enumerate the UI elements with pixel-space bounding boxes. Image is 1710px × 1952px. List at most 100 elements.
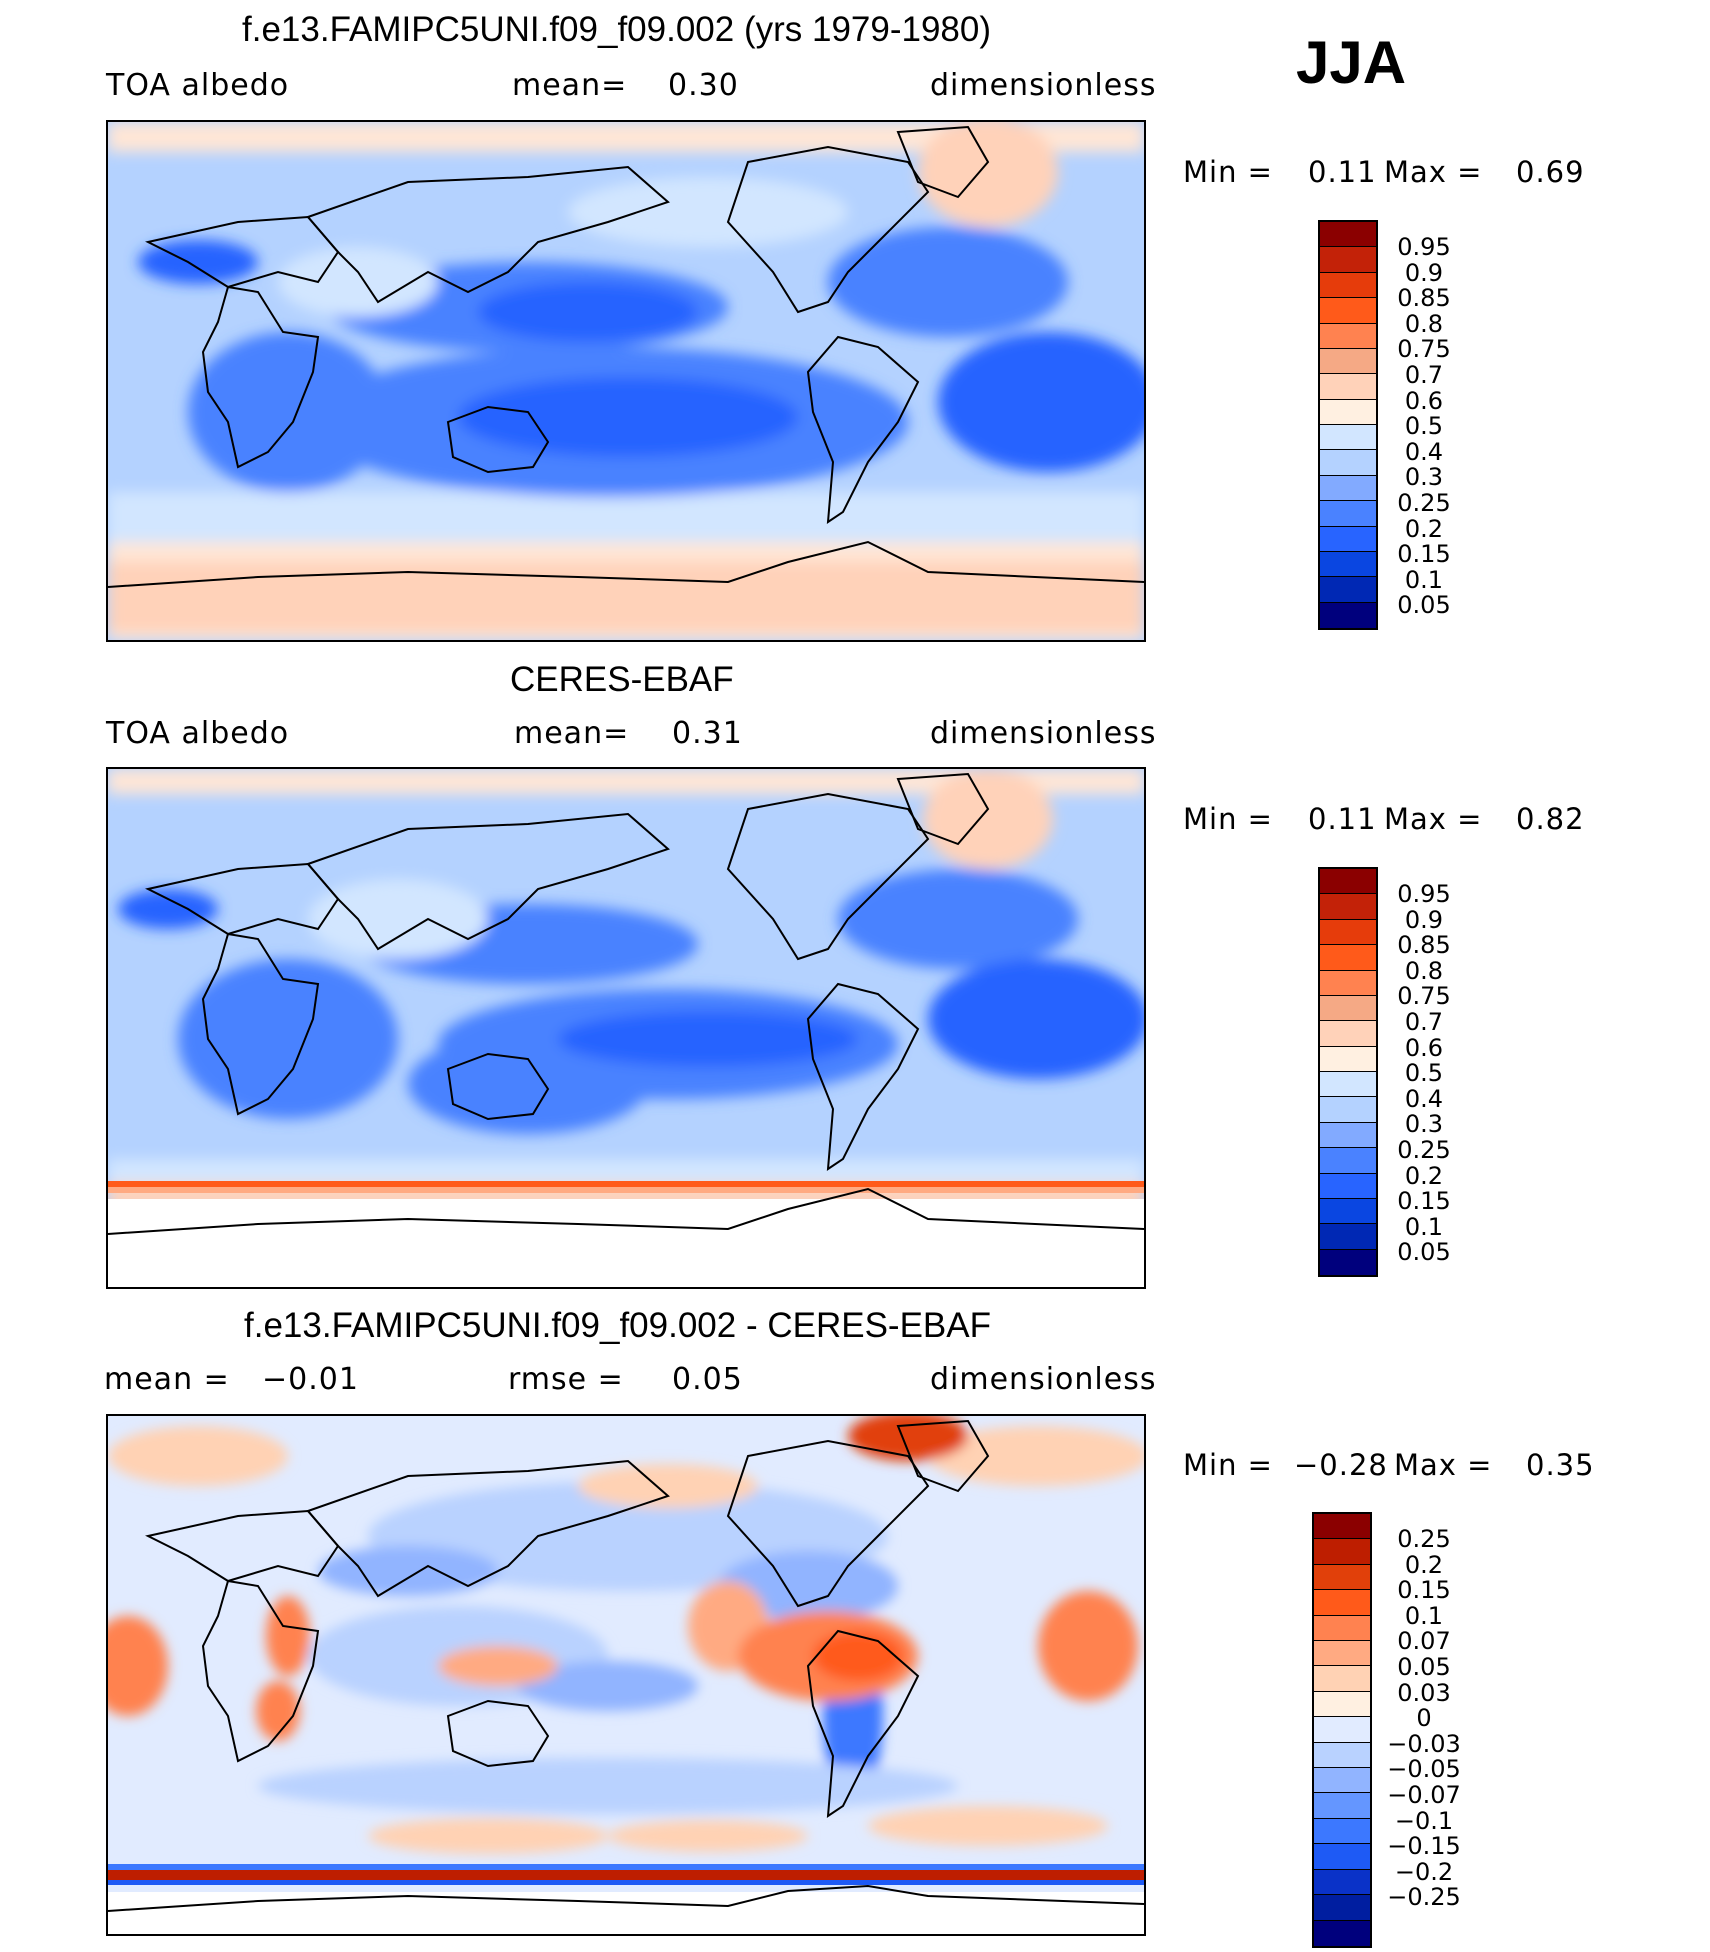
- colorbar-model: [1318, 220, 1378, 630]
- colorbar-swatch: [1320, 323, 1376, 349]
- colorbar-level-label: 0.85: [1397, 931, 1451, 960]
- colorbar-swatch: [1314, 1793, 1370, 1819]
- colorbar-swatch: [1314, 1590, 1370, 1616]
- colorbar-level-label: 0.9: [1404, 905, 1444, 934]
- colorbar-swatch: [1320, 894, 1376, 920]
- colorbar-level-label: 0.15: [1397, 540, 1451, 569]
- colorbar-level-label: −0.03: [1387, 1729, 1461, 1758]
- panel-units-model: dimensionless: [930, 68, 1157, 103]
- max-value-obs: 0.82: [1516, 802, 1585, 836]
- colorbar-level-label: 0.15: [1397, 1576, 1451, 1605]
- colorbar-swatch: [1314, 1641, 1370, 1667]
- colorbar-level-label: −0.2: [1394, 1857, 1454, 1886]
- map-diff-field: [108, 1416, 1144, 1934]
- colorbar-level-label: 0.1: [1404, 565, 1444, 594]
- colorbar-level-label: 0.03: [1397, 1678, 1451, 1707]
- colorbar-swatch: [1314, 1768, 1370, 1794]
- colorbar-level-label: 0.2: [1404, 1550, 1444, 1579]
- colorbar-swatch: [1320, 1072, 1376, 1098]
- panel-mean-label-obs: mean=: [514, 716, 630, 751]
- colorbar-swatch: [1320, 272, 1376, 299]
- colorbar-level-label: 0.95: [1397, 233, 1451, 261]
- max-label-obs: Max =: [1384, 802, 1483, 836]
- colorbar-level-label: 0.3: [1404, 1110, 1444, 1139]
- colorbar-level-label: 0.07: [1397, 1627, 1451, 1656]
- min-value-diff: −0.28: [1294, 1448, 1388, 1482]
- colorbar-swatch: [1320, 1097, 1376, 1123]
- colorbar-swatch: [1320, 919, 1376, 946]
- colorbar-diff: [1312, 1512, 1372, 1948]
- colorbar-swatch: [1320, 501, 1376, 527]
- min-label-model: Min =: [1183, 155, 1273, 189]
- panel-units-diff: dimensionless: [930, 1362, 1157, 1397]
- colorbar-level-label: 0.2: [1404, 1161, 1444, 1190]
- colorbar-level-label: 0.8: [1404, 309, 1444, 338]
- max-value-diff: 0.35: [1526, 1448, 1595, 1482]
- panel-rmse-value-diff: 0.05: [672, 1362, 743, 1397]
- panel-mean-value-diff: −0.01: [262, 1362, 359, 1397]
- colorbar-swatch: [1320, 1198, 1376, 1225]
- colorbar-swatch: [1320, 425, 1376, 451]
- colorbar-level-label: 0.25: [1397, 1525, 1451, 1553]
- colorbar-swatch: [1320, 1224, 1376, 1250]
- colorbar-swatch: [1320, 602, 1376, 628]
- panel-title-diff: f.e13.FAMIPC5UNI.f09_f09.002 - CERES-EBA…: [244, 1306, 991, 1345]
- colorbar-swatch: [1320, 1148, 1376, 1174]
- max-label-diff: Max =: [1394, 1448, 1493, 1482]
- colorbar-swatch: [1320, 1173, 1376, 1199]
- colorbar-level-label: 0.8: [1404, 956, 1444, 985]
- colorbar-swatch: [1320, 526, 1376, 552]
- panel-left-label-obs: TOA albedo: [106, 716, 290, 751]
- min-value-obs: 0.11: [1308, 802, 1377, 836]
- colorbar-swatch: [1314, 1514, 1370, 1540]
- colorbar-swatch: [1314, 1539, 1370, 1565]
- panel-mean-value-model: 0.30: [668, 68, 739, 103]
- colorbar-obs: [1318, 867, 1378, 1277]
- colorbar-level-label: 0.6: [1404, 1033, 1444, 1062]
- colorbar-swatch: [1320, 1249, 1376, 1275]
- colorbar-swatch: [1320, 995, 1376, 1022]
- colorbar-swatch: [1320, 450, 1376, 476]
- max-value-model: 0.69: [1516, 155, 1585, 189]
- map-model: [106, 120, 1146, 642]
- max-label-model: Max =: [1384, 155, 1483, 189]
- colorbar-swatch: [1314, 1920, 1370, 1946]
- map-obs: [106, 767, 1146, 1289]
- colorbar-level-label: 0.1: [1404, 1212, 1444, 1241]
- colorbar-swatch: [1320, 945, 1376, 971]
- panel-mean-value-obs: 0.31: [672, 716, 743, 751]
- colorbar-level-label: −0.05: [1387, 1755, 1461, 1784]
- colorbar-level-label: 0.1: [1404, 1601, 1444, 1630]
- colorbar-swatch: [1320, 247, 1376, 273]
- colorbar-level-label: 0.75: [1397, 982, 1451, 1011]
- colorbar-level-label: 0.5: [1404, 1059, 1444, 1088]
- colorbar-swatch: [1314, 1691, 1370, 1718]
- colorbar-level-label: 0.75: [1397, 335, 1451, 364]
- colorbar-swatch: [1320, 222, 1376, 248]
- panel-mean-label-model: mean=: [512, 68, 628, 103]
- colorbar-swatch: [1320, 374, 1376, 400]
- colorbar-level-label: 0.25: [1397, 1136, 1451, 1164]
- panel-title-model: f.e13.FAMIPC5UNI.f09_f09.002 (yrs 1979-1…: [242, 10, 992, 49]
- colorbar-level-label: 0.9: [1404, 258, 1444, 287]
- colorbar-level-label: 0.4: [1404, 1084, 1444, 1113]
- colorbar-level-label: 0.6: [1404, 386, 1444, 415]
- colorbar-swatch: [1314, 1895, 1370, 1921]
- panel-rmse-label-diff: rmse =: [508, 1362, 624, 1397]
- colorbar-swatch: [1314, 1615, 1370, 1642]
- colorbar-level-label: −0.25: [1387, 1883, 1461, 1912]
- colorbar-swatch: [1320, 577, 1376, 603]
- colorbar-swatch: [1320, 1046, 1376, 1072]
- colorbar-level-label: 0.05: [1397, 1653, 1451, 1681]
- colorbar-swatch: [1314, 1869, 1370, 1896]
- colorbar-level-label: −0.1: [1394, 1806, 1454, 1835]
- colorbar-level-label: 0.7: [1404, 361, 1444, 389]
- colorbar-swatch: [1320, 298, 1376, 324]
- season-label: JJA: [1296, 29, 1407, 96]
- colorbar-swatch: [1314, 1818, 1370, 1845]
- colorbar-level-label: 0.05: [1397, 591, 1451, 620]
- colorbar-swatch: [1314, 1844, 1370, 1870]
- colorbar-swatch: [1320, 970, 1376, 996]
- colorbar-swatch: [1320, 475, 1376, 502]
- colorbar-swatch: [1320, 399, 1376, 425]
